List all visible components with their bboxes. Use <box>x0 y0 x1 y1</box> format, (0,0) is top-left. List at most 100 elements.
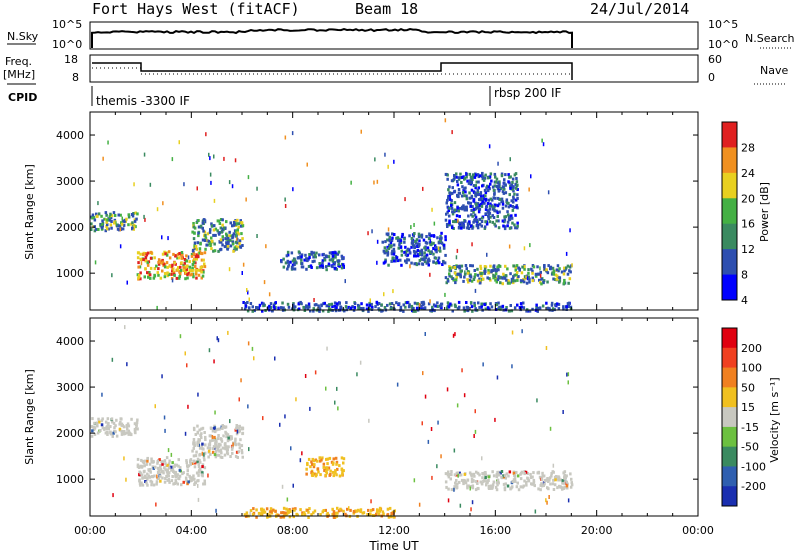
data-cell <box>383 306 387 309</box>
data-cell <box>226 245 230 248</box>
data-cell <box>503 488 507 492</box>
data-cell <box>159 467 163 471</box>
data-cell <box>335 473 338 477</box>
data-cell <box>468 191 471 195</box>
data-cell <box>446 301 450 305</box>
data-cell <box>371 305 374 309</box>
data-cell <box>488 175 492 179</box>
data-cell <box>140 481 143 485</box>
data-cell <box>337 509 341 513</box>
data-cell <box>334 309 338 313</box>
data-cell <box>468 274 472 278</box>
sparse-cell <box>247 290 249 295</box>
data-cell <box>194 272 198 276</box>
data-cell <box>417 262 421 266</box>
data-cell <box>159 479 162 483</box>
data-cell <box>196 255 200 259</box>
data-cell <box>140 458 143 462</box>
data-cell <box>531 269 534 273</box>
data-cell <box>451 191 454 195</box>
data-cell <box>110 226 113 230</box>
data-cell <box>255 515 258 519</box>
x-tick-label: 00:00 <box>682 524 714 537</box>
data-cell <box>200 436 203 440</box>
sparse-cell <box>422 371 424 376</box>
data-cell <box>333 266 337 270</box>
data-cell <box>115 418 118 422</box>
data-cell <box>480 302 483 306</box>
data-cell <box>310 252 313 256</box>
data-cell <box>436 236 439 240</box>
data-cell <box>243 513 247 517</box>
data-cell <box>340 254 344 258</box>
data-cell <box>498 182 501 186</box>
data-cell <box>489 202 492 206</box>
nave-tick-top: 60 <box>708 53 722 66</box>
data-cell <box>217 427 220 431</box>
data-cell <box>231 242 235 246</box>
data-cell <box>161 252 165 256</box>
data-cell <box>194 268 197 272</box>
data-cell <box>165 253 169 257</box>
data-cell <box>429 309 432 313</box>
data-cell <box>303 258 306 262</box>
data-cell <box>163 250 166 254</box>
data-cell <box>558 267 561 271</box>
data-cell <box>405 261 408 265</box>
data-cell <box>476 226 480 230</box>
data-cell <box>176 482 179 486</box>
data-cell <box>455 485 459 489</box>
data-cell <box>452 278 455 282</box>
data-cell <box>398 237 401 241</box>
data-cell <box>156 471 160 474</box>
data-cell <box>520 305 523 309</box>
data-cell <box>423 251 426 255</box>
data-cell <box>156 466 160 470</box>
nsky-trace <box>91 27 573 48</box>
data-cell <box>146 271 149 275</box>
freq-panel: Freq. [MHz] 18 8 60 0 Nave <box>3 53 788 85</box>
data-cell <box>416 242 419 246</box>
data-cell <box>313 472 317 476</box>
data-cell <box>486 276 489 280</box>
data-cell <box>436 305 439 308</box>
sparse-cell <box>373 180 375 185</box>
data-cell <box>357 306 360 310</box>
data-cell <box>506 220 510 224</box>
sparse-cell <box>187 404 189 409</box>
data-cell <box>427 237 431 241</box>
data-cell <box>490 179 493 183</box>
data-cell <box>518 306 522 309</box>
data-cell <box>483 267 487 271</box>
sparse-cell <box>453 487 455 492</box>
data-cell <box>221 227 224 231</box>
data-cell <box>211 224 214 228</box>
data-cell <box>380 309 383 313</box>
data-cell <box>525 309 528 313</box>
data-cell <box>127 432 130 436</box>
data-cell <box>172 252 175 256</box>
sparse-cell <box>167 236 169 241</box>
data-cell <box>325 254 328 258</box>
data-cell <box>410 241 414 245</box>
data-cell <box>466 478 470 482</box>
data-cell <box>535 306 538 309</box>
data-cell <box>332 512 336 516</box>
data-cell <box>496 211 499 215</box>
data-cell <box>508 175 511 179</box>
sparse-cell <box>211 435 214 439</box>
data-cell <box>291 507 295 511</box>
data-cell <box>251 513 255 516</box>
data-cell <box>469 204 472 208</box>
data-cell <box>178 274 181 278</box>
sparse-cell <box>369 298 371 303</box>
data-cell <box>487 176 490 180</box>
sparse-cell <box>186 363 188 368</box>
data-cell <box>227 436 230 440</box>
data-cell <box>120 423 123 427</box>
data-cell <box>239 224 243 228</box>
data-cell <box>204 233 207 237</box>
data-cell <box>138 479 141 483</box>
data-cell <box>512 185 515 189</box>
data-cell <box>92 216 96 219</box>
